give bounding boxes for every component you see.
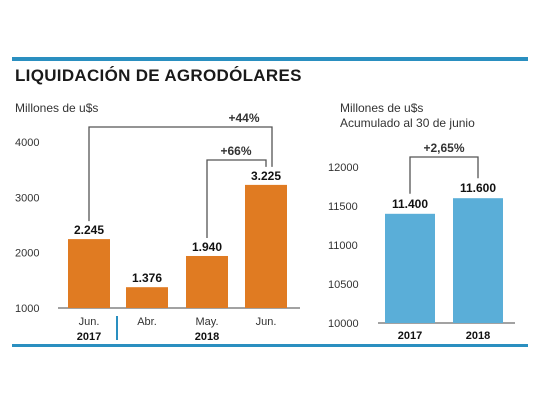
data-label-right: 11.400 [392,197,428,211]
data-label-left: 2.245 [74,223,104,237]
bottom-rule [12,344,528,347]
change-label: +44% [228,111,259,125]
y-tick-label-left: 3000 [15,192,39,204]
y-tick-label-left: 2000 [15,248,39,260]
y-tick-label-right: 11000 [328,240,358,252]
y-tick-label-right: 10000 [328,318,359,330]
category-label-left: Abr. [137,316,157,328]
group-label: 2017 [77,331,101,343]
category-label-left: May. [195,316,218,328]
category-label-left: Jun. [79,316,100,328]
change-bracket [206,159,267,238]
y-tick-label-right: 10500 [328,279,359,291]
page-title: LIQUIDACIÓN DE AGRODÓLARES [15,66,302,85]
data-label-left: 3.225 [251,169,281,183]
data-label-left: 1.376 [132,271,162,285]
change-bracket [409,156,479,194]
y-tick-label-right: 11500 [328,201,358,213]
bar-left [186,255,228,308]
right-subtitle: Acumulado al 30 de junio [340,116,475,130]
top-rule [12,57,528,61]
y-tick-label-left: 4000 [15,137,39,149]
right-unit-label: Millones de u$s [340,101,424,115]
y-tick-label-right: 12000 [328,162,359,174]
y-tick-label-left: 1000 [15,303,39,315]
bar-right [385,213,435,323]
change-label: +66% [220,144,251,158]
category-label-right: 2017 [398,330,422,342]
bar-right [453,198,503,323]
group-label: 2018 [195,331,219,343]
left-unit-label: Millones de u$s [15,101,99,115]
data-label-left: 1.940 [192,240,222,254]
change-label: +2,65% [423,141,464,155]
bar-left [126,287,168,308]
category-label-right: 2018 [466,330,490,342]
category-label-left: Jun. [256,316,277,328]
bar-left [245,184,287,308]
bar-left [68,239,110,308]
change-bracket [88,126,273,222]
data-label-right: 11.600 [460,181,496,195]
